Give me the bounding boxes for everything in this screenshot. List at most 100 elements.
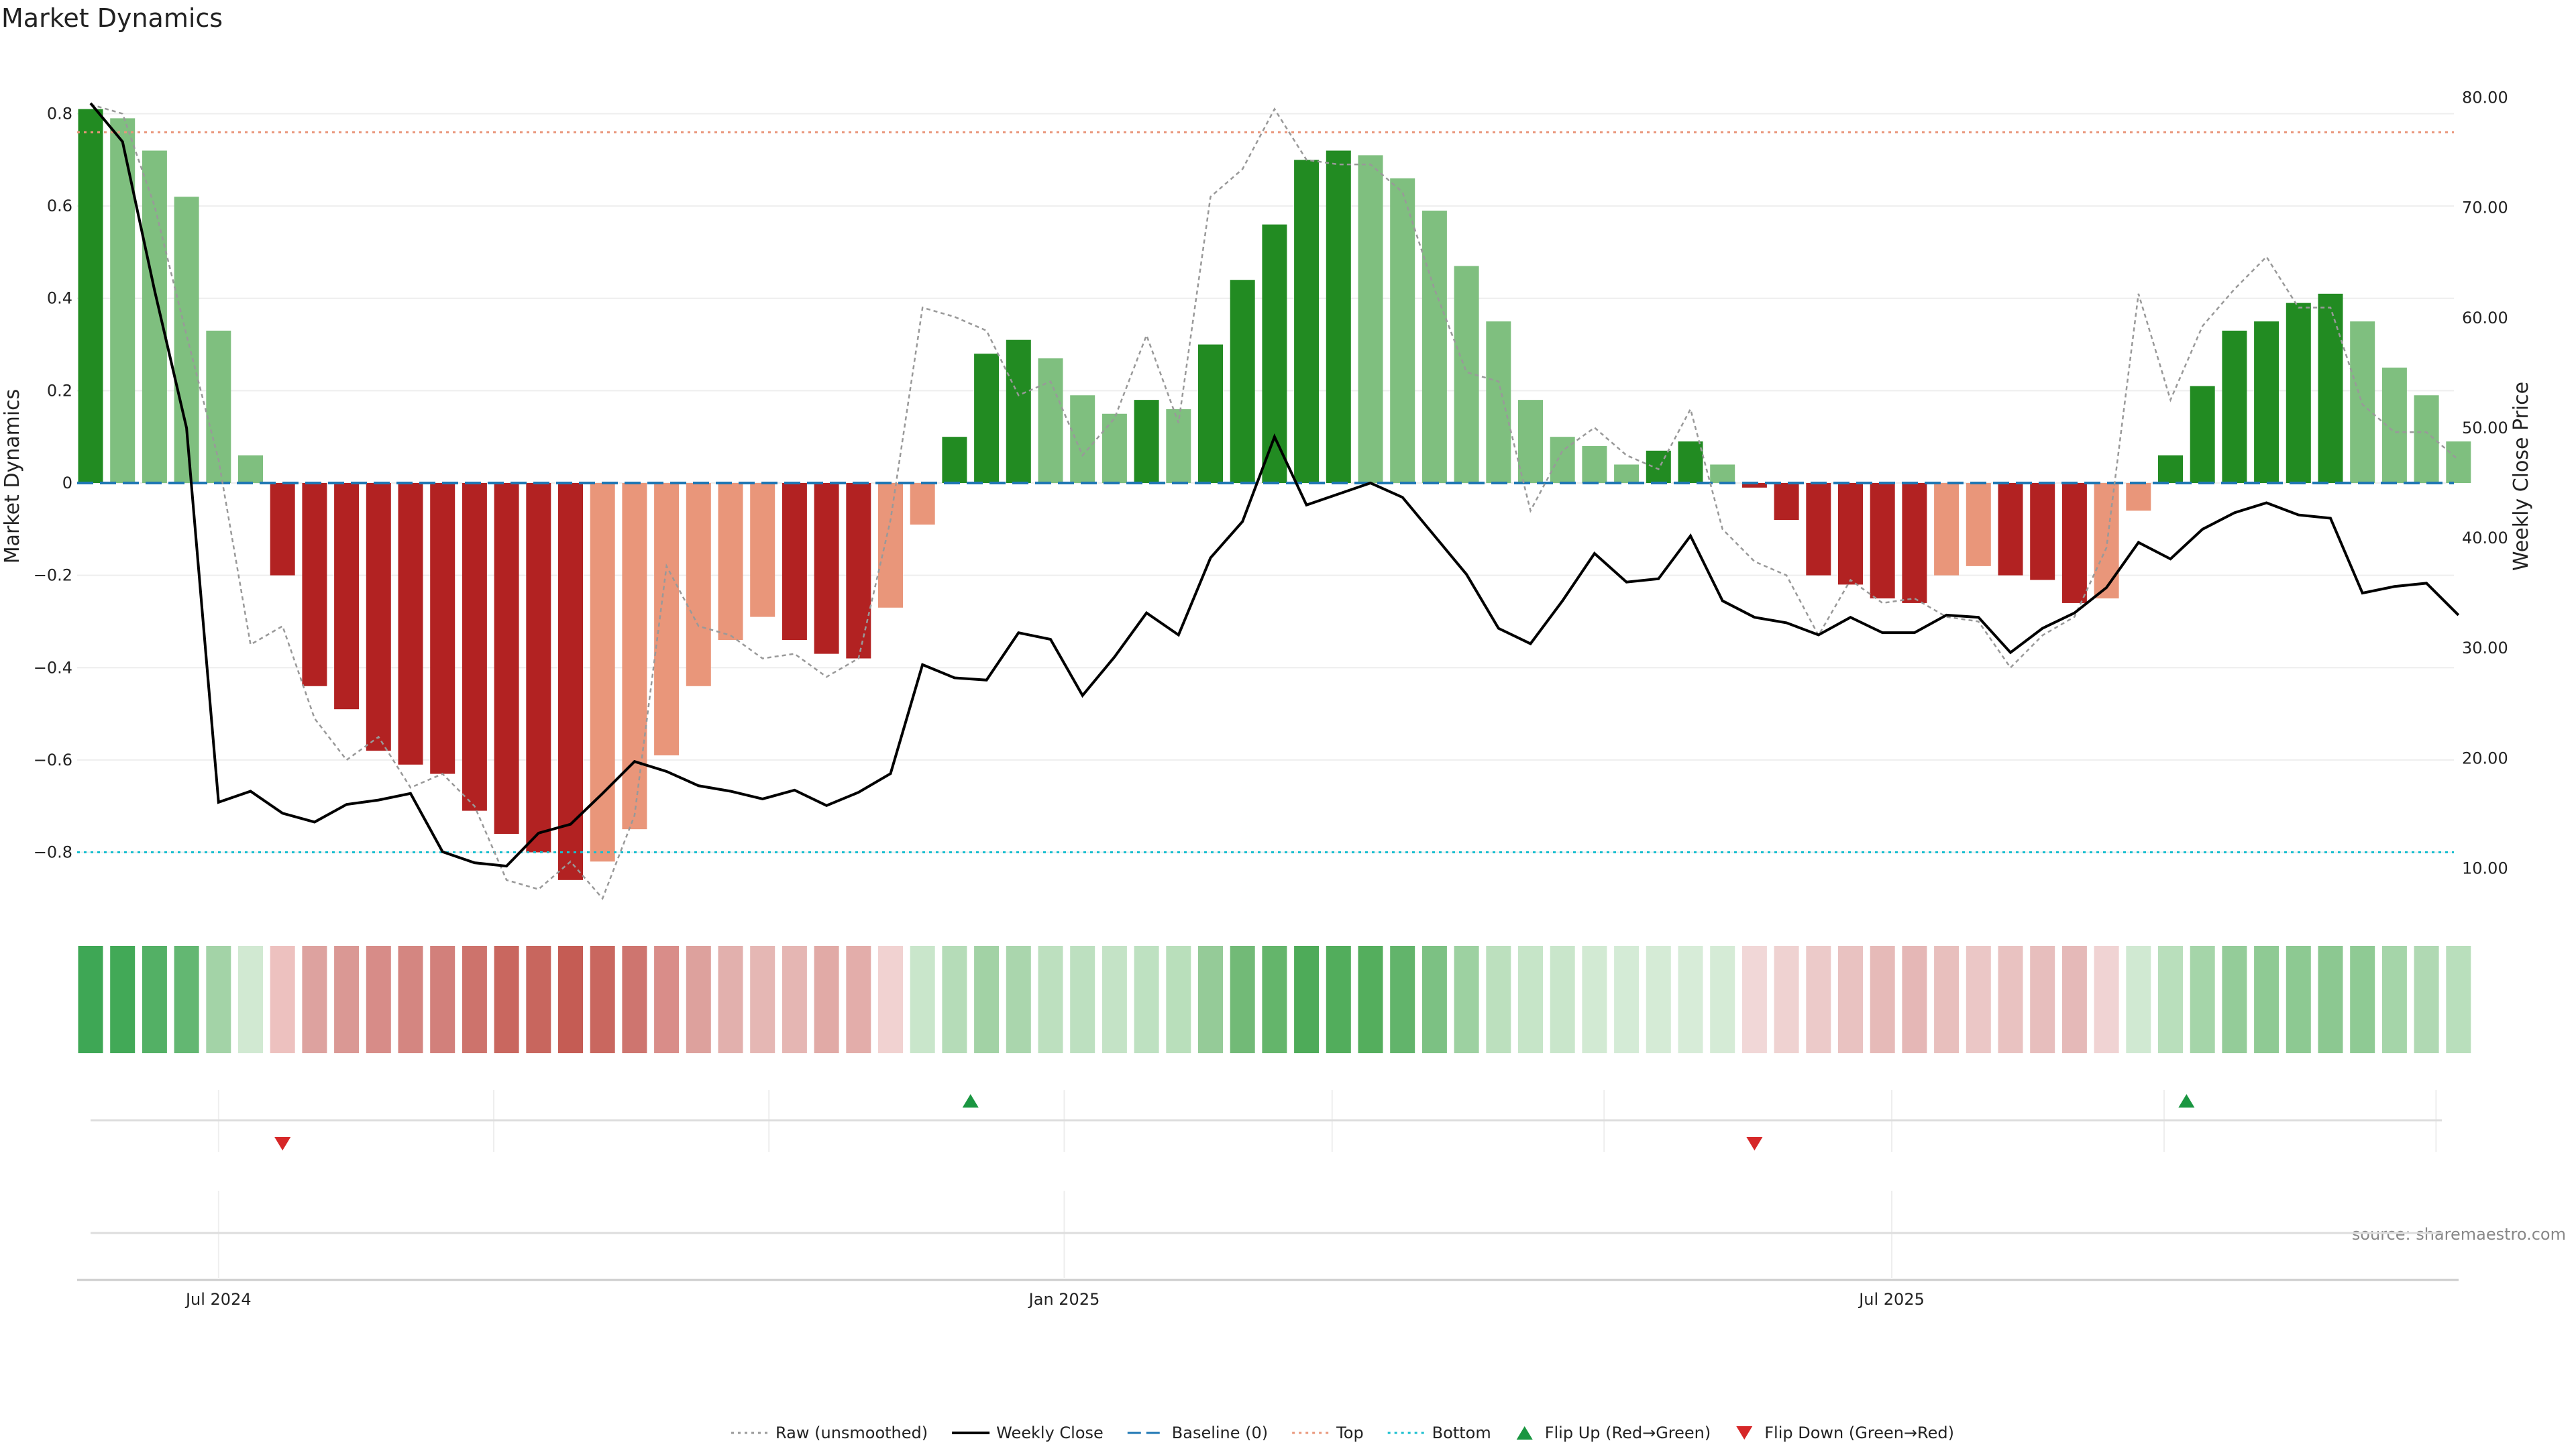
heat-cell — [1838, 946, 1863, 1053]
dynamics-bar — [1198, 344, 1223, 483]
heat-cell — [2318, 946, 2343, 1053]
dynamics-bar — [1741, 483, 1767, 488]
heat-cell — [2126, 946, 2151, 1053]
y-tick-label: −0.6 — [34, 751, 72, 769]
dynamics-bar — [1870, 483, 1895, 599]
dynamics-bar — [2414, 395, 2439, 483]
weekly-close-line — [89, 102, 2460, 868]
y-tick-label: 0.4 — [47, 289, 72, 308]
heat-cell — [2030, 946, 2055, 1053]
dynamics-bar — [1134, 400, 1159, 483]
legend: Raw (unsmoothed) Weekly Close Baseline (0)… — [731, 1424, 1954, 1442]
y-axis-label: Market Dynamics — [1, 389, 24, 564]
heat-cell — [1038, 946, 1063, 1053]
dynamics-bar — [1838, 483, 1863, 585]
dynamics-bar — [2190, 386, 2215, 483]
dynamics-bar — [2222, 330, 2247, 483]
dynamics-bar — [2446, 441, 2471, 483]
heat-cell — [2286, 946, 2311, 1053]
dynamics-bar — [1326, 150, 1351, 484]
dynamics-bar — [1294, 160, 1320, 483]
heat-cell — [814, 946, 839, 1053]
dynamics-bar — [1006, 339, 1031, 483]
heat-cell — [494, 946, 519, 1053]
dynamics-bar — [2254, 321, 2279, 483]
heat-strip — [78, 946, 2471, 1053]
y-tick-label: −0.2 — [34, 566, 72, 585]
heat-cell — [270, 946, 295, 1053]
legend-label: Bottom — [1432, 1424, 1491, 1442]
y-tick-label: −0.4 — [34, 658, 72, 677]
dynamics-bar — [1518, 400, 1543, 483]
dynamics-bar — [494, 483, 519, 835]
heat-cell — [2414, 946, 2439, 1053]
heat-cell — [942, 946, 967, 1053]
heat-cell — [2094, 946, 2119, 1053]
heat-cell — [782, 946, 807, 1053]
heat-cell — [590, 946, 615, 1053]
chart-title: Market Dynamics — [1, 3, 223, 33]
flip-up-marker — [962, 1094, 979, 1108]
y2-tick-label: 10.00 — [2462, 859, 2508, 877]
dynamics-bar — [1934, 483, 1960, 576]
dynamics-bar — [1166, 409, 1191, 483]
dynamics-bar — [142, 150, 167, 484]
heat-cell — [846, 946, 871, 1053]
dynamics-bar — [110, 118, 136, 483]
source-attribution: source: sharemaestro.com — [2352, 1225, 2566, 1244]
dynamics-bar — [1102, 413, 1127, 483]
heat-cell — [2061, 946, 2087, 1053]
x-axis-ticks: Jul 2024 Jan 2025 Jul 2025 — [184, 1290, 1925, 1309]
heat-cell — [1710, 946, 1735, 1053]
dynamics-bar — [750, 483, 775, 617]
heat-cell — [334, 946, 360, 1053]
dynamics-bar — [2030, 483, 2055, 580]
y2-tick-label: 80.00 — [2462, 89, 2508, 107]
legend-label: Top — [1336, 1424, 1364, 1442]
dynamics-bar — [1358, 155, 1383, 484]
series-lines — [89, 102, 2460, 900]
dynamics-bar — [206, 330, 231, 483]
y2-tick-label: 70.00 — [2462, 199, 2508, 217]
dynamics-bar — [2158, 455, 2183, 483]
x-tick-label: Jul 2025 — [1858, 1290, 1925, 1309]
dynamics-bar — [1806, 483, 1831, 576]
heat-cell — [1774, 946, 1799, 1053]
dynamics-bar — [462, 483, 487, 811]
heat-cell — [462, 946, 487, 1053]
dynamics-bar — [782, 483, 807, 640]
legend-label: Raw (unsmoothed) — [775, 1424, 928, 1442]
raw-unsmoothed-line — [90, 103, 2459, 900]
heat-cell — [1326, 946, 1351, 1053]
heat-cell — [142, 946, 167, 1053]
heat-cell — [1678, 946, 1703, 1053]
heat-cell — [1934, 946, 1960, 1053]
heat-cell — [174, 946, 199, 1053]
y2-axis-ticks: 80.00 70.00 60.00 50.00 40.00 30.00 20.00 10.00 — [2462, 89, 2508, 878]
dynamics-bar — [814, 483, 839, 654]
heat-cell — [1902, 946, 1927, 1053]
y-tick-label: 0.8 — [47, 104, 72, 123]
dynamics-bar — [1421, 210, 1447, 483]
heat-cell — [430, 946, 455, 1053]
reference-lines — [77, 131, 2454, 854]
legend-label: Baseline (0) — [1172, 1424, 1268, 1442]
dynamics-bar — [878, 483, 903, 608]
y-tick-label: 0.2 — [47, 381, 72, 400]
dynamics-bar — [654, 483, 680, 756]
heat-cell — [2158, 946, 2183, 1053]
flip-up-marker — [2178, 1094, 2195, 1108]
legend-item: Weekly Close — [952, 1424, 1104, 1442]
heat-cell — [2381, 946, 2407, 1053]
flip-down-marker — [1746, 1137, 1763, 1150]
legend-item: Top — [1292, 1424, 1364, 1442]
y-tick-label: 0 — [62, 474, 72, 492]
legend-flip-up-icon — [1516, 1426, 1533, 1440]
heat-cell — [366, 946, 391, 1053]
heat-cell — [654, 946, 680, 1053]
y2-tick-label: 20.00 — [2462, 749, 2508, 767]
dynamics-bar — [2286, 303, 2311, 483]
dynamics-bar — [718, 483, 743, 640]
dynamics-bar — [1646, 450, 1671, 483]
heat-cell — [558, 946, 583, 1053]
